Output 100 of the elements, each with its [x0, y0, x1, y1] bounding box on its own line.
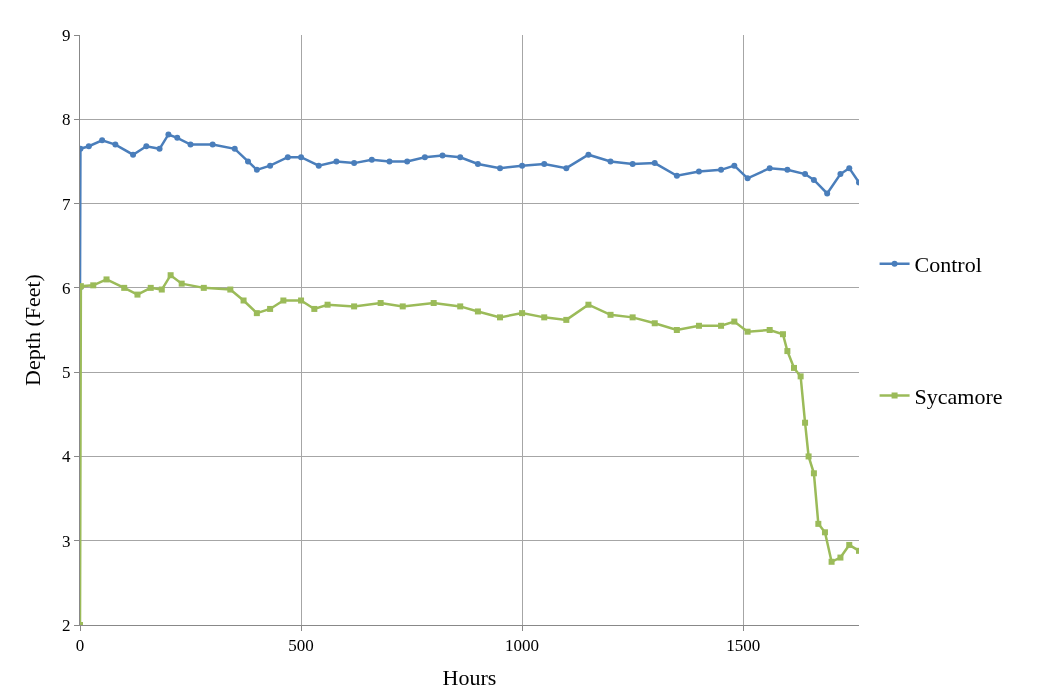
point	[267, 162, 274, 169]
point	[134, 291, 141, 298]
point	[802, 171, 809, 178]
point	[673, 172, 680, 179]
point	[810, 176, 817, 183]
point	[167, 272, 174, 279]
point	[351, 303, 358, 310]
point	[585, 301, 592, 308]
point	[821, 529, 828, 536]
y-tick-label: 8	[62, 110, 71, 130]
point	[519, 310, 526, 317]
point	[846, 541, 853, 548]
point	[311, 305, 318, 312]
point	[315, 162, 322, 169]
point	[474, 308, 481, 315]
point	[718, 166, 725, 173]
point	[673, 327, 680, 333]
point	[103, 276, 110, 283]
point	[156, 145, 163, 152]
point	[629, 314, 636, 321]
point	[121, 284, 128, 291]
point	[284, 154, 291, 161]
point	[541, 314, 548, 321]
point	[178, 280, 185, 287]
point	[333, 158, 340, 165]
point	[837, 171, 844, 178]
x-axis-title: Hours	[442, 665, 497, 691]
point	[651, 320, 658, 327]
point	[695, 322, 702, 329]
y-axis-title: Depth (Feet)	[19, 274, 45, 386]
point	[430, 300, 437, 307]
point	[651, 160, 658, 167]
point	[474, 160, 481, 167]
x-tick-label: 500	[288, 636, 314, 656]
point	[607, 158, 614, 165]
point	[563, 316, 570, 323]
point	[497, 314, 504, 321]
point	[240, 297, 247, 304]
point	[158, 286, 165, 293]
point	[253, 310, 260, 317]
point	[165, 131, 172, 138]
x-tick-label: 0	[75, 636, 85, 656]
point	[718, 322, 725, 329]
point	[368, 156, 375, 163]
y-tick-label: 9	[62, 25, 71, 45]
point	[439, 152, 446, 159]
point	[377, 300, 384, 307]
point	[298, 297, 305, 304]
point	[563, 165, 570, 172]
point	[351, 160, 358, 167]
point	[231, 145, 238, 152]
x-tick-label: 1000	[505, 636, 540, 656]
point	[791, 364, 798, 371]
x-tick-label: 1500	[726, 636, 761, 656]
point	[298, 154, 305, 161]
point	[585, 151, 592, 158]
point	[797, 373, 804, 380]
point	[457, 303, 464, 310]
point	[810, 470, 817, 477]
legend-label: Control	[914, 252, 982, 278]
point	[766, 165, 773, 172]
y-tick-label: 6	[62, 278, 71, 298]
point	[497, 165, 504, 172]
point	[267, 305, 274, 312]
point	[744, 328, 751, 335]
point	[399, 303, 406, 310]
point	[815, 520, 822, 527]
point	[457, 154, 464, 161]
point	[90, 282, 97, 289]
point	[731, 162, 738, 169]
point	[802, 419, 809, 426]
point	[253, 166, 260, 173]
point	[629, 160, 636, 167]
point	[386, 158, 393, 165]
point	[828, 558, 835, 565]
point	[209, 141, 216, 148]
point	[112, 141, 119, 148]
point	[280, 297, 287, 304]
y-tick-label: 3	[62, 531, 71, 551]
point	[147, 284, 154, 291]
y-tick-label: 4	[62, 447, 72, 467]
point	[837, 554, 844, 561]
point	[744, 175, 751, 182]
point	[766, 327, 773, 333]
point	[541, 160, 548, 167]
point	[421, 154, 428, 161]
legend-label: Sycamore	[914, 383, 1003, 409]
point	[143, 143, 150, 150]
y-tick-label: 5	[62, 363, 71, 383]
point	[805, 453, 812, 460]
point	[245, 158, 251, 165]
point	[85, 143, 92, 150]
y-tick-label: 7	[62, 194, 72, 214]
point	[404, 158, 411, 165]
point	[779, 331, 786, 338]
point	[846, 165, 853, 172]
point	[227, 286, 234, 293]
point	[784, 166, 791, 173]
point	[607, 311, 614, 318]
point	[99, 137, 106, 144]
